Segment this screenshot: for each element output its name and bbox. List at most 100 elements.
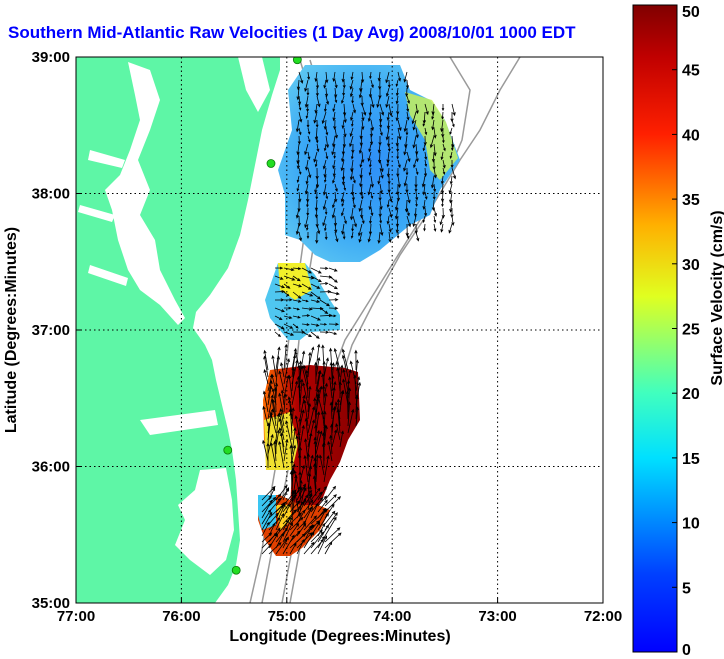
velocity-arrow: [321, 111, 327, 125]
velocity-arrow: [412, 119, 417, 131]
velocity-arrow: [303, 515, 318, 531]
velocity-arrow: [368, 143, 372, 153]
velocity-arrow: [310, 299, 321, 303]
velocity-arrow: [352, 103, 357, 114]
velocity-arrow: [324, 496, 341, 513]
velocity-arrow: [347, 408, 355, 434]
velocity-arrow: [297, 135, 301, 145]
velocity-arrow: [313, 463, 317, 490]
colorbar-tick-label: 10: [682, 516, 700, 533]
velocity-arrow: [295, 119, 300, 133]
velocity-arrow: [305, 223, 309, 231]
velocity-arrow: [298, 191, 302, 203]
velocity-arrow: [360, 191, 364, 200]
velocity-arrow: [315, 430, 323, 455]
velocity-arrow: [386, 215, 390, 225]
velocity-arrow: [282, 509, 297, 525]
velocity-arrow: [262, 405, 269, 427]
velocity-arrow: [334, 79, 338, 89]
velocity-arrow: [296, 532, 313, 549]
velocity-arrow: [292, 275, 301, 282]
velocity-arrow: [424, 159, 428, 167]
velocity-arrow: [304, 215, 309, 229]
velocity-arrow: [329, 434, 333, 455]
velocity-arrow: [298, 111, 303, 123]
velocity-arrow: [359, 135, 363, 147]
velocity-arrow: [297, 95, 302, 106]
velocity-arrow: [289, 533, 306, 549]
velocity-arrow: [305, 369, 309, 399]
velocity-arrow: [328, 275, 338, 283]
velocity-arrow: [324, 494, 337, 507]
velocity-arrow: [310, 291, 321, 300]
velocity-arrow: [449, 127, 453, 136]
velocity-arrow: [310, 315, 321, 321]
velocity-arrow: [305, 111, 309, 119]
velocity-arrow: [395, 111, 399, 122]
velocity-arrow: [329, 347, 333, 371]
velocity-arrow: [305, 175, 309, 185]
velocity-arrow: [296, 483, 306, 501]
velocity-arrow: [332, 71, 336, 83]
velocity-arrow: [334, 127, 338, 139]
velocity-arrow: [289, 530, 301, 543]
velocity-arrow: [345, 390, 350, 420]
velocity-arrow: [422, 143, 426, 152]
velocity-arrow: [310, 487, 321, 501]
velocity-arrow: [321, 385, 326, 406]
velocity-arrow: [314, 159, 318, 168]
velocity-arrow: [329, 401, 333, 420]
velocity-arrow: [338, 381, 342, 399]
velocity-arrow: [415, 151, 419, 163]
velocity-arrow: [433, 183, 437, 193]
velocity-arrow: [341, 175, 346, 186]
y-tick-label: 37:00: [32, 322, 70, 339]
station-marker: [292, 57, 302, 65]
velocity-arrow: [322, 215, 327, 227]
velocity-arrow: [310, 502, 319, 519]
velocity-arrow: [379, 183, 383, 195]
velocity-arrow: [303, 531, 315, 549]
velocity-arrow: [282, 494, 296, 513]
velocity-arrow: [303, 454, 309, 483]
x-axis-label: Longitude (Degrees:Minutes): [229, 628, 450, 645]
velocity-arrow: [442, 135, 445, 144]
velocity-arrow: [433, 207, 438, 217]
velocity-arrow: [323, 410, 327, 434]
velocity-arrow: [314, 183, 318, 194]
velocity-arrow: [315, 411, 321, 434]
velocity-arrow: [349, 135, 354, 148]
velocity-arrow: [439, 215, 444, 226]
velocity-arrow: [355, 376, 361, 392]
velocity-arrow: [370, 79, 374, 89]
velocity-arrow: [347, 401, 352, 427]
velocity-arrow: [289, 542, 297, 555]
velocity-arrow: [334, 87, 338, 99]
velocity-arrow: [355, 395, 359, 420]
velocity-arrow: [278, 392, 285, 420]
velocity-arrow: [415, 199, 418, 208]
velocity-arrow: [325, 95, 330, 106]
velocity-arrow: [323, 143, 327, 152]
velocity-arrow: [405, 87, 409, 98]
velocity-arrow: [310, 521, 321, 537]
velocity-arrow: [274, 283, 286, 289]
velocity-arrow: [403, 119, 408, 133]
velocity-arrow: [261, 543, 273, 555]
velocity-arrow: [296, 487, 307, 507]
velocity-arrow: [298, 71, 304, 84]
velocity-arrow: [451, 119, 455, 128]
velocity-arrow: [347, 387, 352, 413]
velocity-arrow: [431, 111, 435, 120]
y-tick-label: 38:00: [32, 186, 70, 203]
y-tick-label: 36:00: [32, 459, 70, 476]
velocity-arrow: [331, 207, 336, 219]
velocity-arrow: [405, 79, 410, 89]
velocity-arrow: [275, 532, 284, 549]
velocity-arrow: [397, 175, 401, 189]
velocity-arrow: [369, 127, 374, 138]
velocity-arrow: [386, 159, 390, 167]
velocity-arrow: [301, 291, 314, 297]
velocity-arrow: [262, 390, 269, 413]
velocity-arrow: [430, 175, 435, 189]
